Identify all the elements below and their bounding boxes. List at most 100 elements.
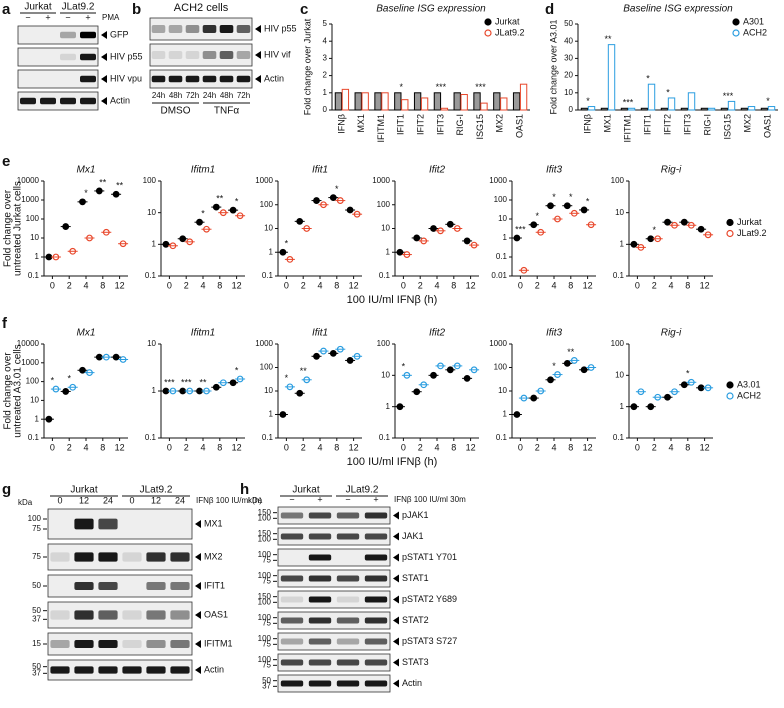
kda-label: kDa: [18, 498, 33, 507]
significance: ***: [475, 82, 486, 92]
significance: **: [216, 193, 224, 203]
band-arrow: [393, 616, 399, 625]
y-tick-label: 1: [620, 402, 625, 411]
blot-box: [277, 590, 391, 609]
ladder-label: 150: [258, 529, 272, 538]
ladder-label: 75: [262, 660, 271, 669]
legend-marker: [726, 229, 734, 238]
band: [98, 640, 118, 648]
lane-label: 24h: [152, 91, 165, 100]
ladder-label: 50: [32, 581, 41, 590]
panel-label: b: [132, 1, 141, 18]
x-tick-label: 4: [317, 280, 322, 290]
group-label: JLat9.2: [140, 485, 173, 496]
band-arrow: [393, 595, 399, 604]
ladder-label: 37: [262, 681, 271, 690]
x-tick-label: ISG15: [475, 114, 485, 140]
ladder-label: 75: [262, 576, 271, 585]
y-tick-label: 1: [503, 233, 508, 242]
band: [337, 554, 359, 560]
significance: *: [285, 373, 289, 383]
y-tick-label: 1000: [255, 176, 273, 185]
lane-label: +: [317, 494, 322, 504]
band: [122, 582, 141, 590]
band: [146, 666, 166, 674]
band-arrow: [393, 553, 399, 562]
band: [308, 638, 332, 645]
band: [336, 512, 360, 519]
band: [80, 97, 96, 105]
chart-title: Ifit3: [546, 165, 563, 176]
band: [336, 575, 360, 582]
ladder-label: 100: [258, 655, 272, 664]
x-tick-label: 12: [349, 280, 359, 290]
group-label: DMSO: [161, 106, 191, 117]
bar: [381, 92, 389, 111]
legend-label: A301: [743, 16, 764, 26]
band: [80, 75, 96, 83]
chart-title: Ifit1: [312, 328, 328, 339]
significance: *: [67, 374, 71, 384]
chart-title: Ifit2: [429, 165, 446, 176]
x-tick-label: 2: [301, 442, 306, 452]
lane-label: +: [373, 494, 378, 504]
band: [74, 640, 94, 648]
y-tick-label: 10: [381, 224, 390, 233]
band-arrow: [101, 75, 107, 83]
significance: *: [235, 197, 239, 207]
band: [280, 533, 304, 540]
lane-label: 24: [103, 495, 113, 505]
band-arrow: [195, 640, 201, 648]
band-arrow: [101, 53, 107, 61]
chart-title: Rig-i: [661, 165, 682, 176]
legend-label: ACH2: [743, 27, 767, 37]
ladder-label: 75: [32, 552, 41, 561]
x-tick-label: MX2: [742, 114, 752, 133]
chart-title: Mx1: [77, 165, 96, 176]
ladder-label: 150: [258, 508, 272, 517]
bar: [460, 94, 468, 111]
band: [308, 680, 332, 687]
band: [40, 54, 56, 60]
band: [50, 582, 69, 590]
significance: *: [235, 365, 239, 375]
blot-box: [149, 17, 253, 41]
lane-label: 24: [175, 495, 185, 505]
y-tick-label: 10: [564, 88, 573, 97]
x-tick-label: IFITM1: [622, 114, 632, 143]
x-tick-label: RIG-I: [702, 114, 712, 136]
bar: [767, 106, 776, 111]
x-tick-label: 12: [700, 442, 710, 452]
band: [168, 75, 183, 83]
band-arrow: [195, 582, 201, 590]
legend-marker: [732, 18, 740, 26]
y-tick-label: 100: [494, 195, 508, 204]
lane-label: −: [25, 12, 30, 22]
treatment-label: IFNβ 100 IU/ml (h): [196, 496, 262, 505]
y-tick-label: 10: [147, 339, 156, 348]
ladder-label: 75: [262, 618, 271, 627]
x-tick-label: 2: [301, 280, 306, 290]
blot-box: [47, 543, 193, 571]
y-tick-label: 0.1: [613, 433, 625, 442]
band-arrow: [393, 574, 399, 583]
x-tick-label: IFIT2: [662, 114, 672, 135]
significance: *: [652, 225, 656, 235]
y-tick-label: 10: [381, 370, 390, 379]
significance: *: [552, 192, 556, 202]
lane-label: +: [45, 12, 50, 22]
ladder-label: 50: [32, 606, 41, 615]
ladder-label: 100: [258, 634, 272, 643]
chart-title: Baseline ISG expression: [623, 4, 733, 15]
band: [40, 76, 56, 82]
group-label: Jurkat: [24, 2, 51, 13]
legend-label: A3.01: [737, 379, 761, 389]
y-tick-label: 3: [323, 54, 328, 63]
band: [364, 617, 388, 624]
band: [170, 666, 190, 674]
x-tick-label: 4: [668, 280, 673, 290]
x-tick-label: 8: [100, 280, 105, 290]
band: [50, 640, 70, 648]
band-arrow: [255, 25, 261, 33]
band: [308, 554, 332, 561]
